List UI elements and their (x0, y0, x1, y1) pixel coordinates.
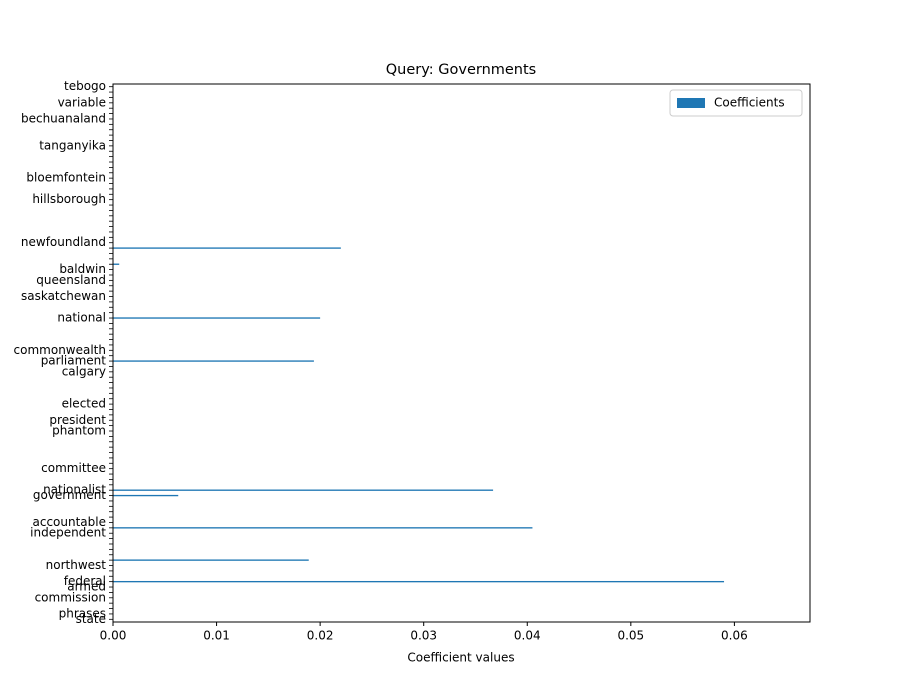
y-tick-label: accountable (33, 515, 107, 529)
y-tick-label: tebogo (64, 79, 106, 93)
y-tick-label: president (49, 413, 106, 427)
y-tick-label: commonwealth (14, 343, 106, 357)
legend-swatch (677, 98, 705, 108)
y-tick-label: independent (30, 526, 106, 540)
y-tick-label: elected (62, 397, 106, 411)
legend-box (669, 89, 803, 117)
x-tick-label: 0.06 (721, 629, 748, 643)
y-tick-label: saskatchewan (21, 289, 106, 303)
y-tick-label: phantom (52, 424, 106, 438)
bar (113, 489, 494, 491)
y-tick-label: variable (58, 95, 106, 109)
x-tick-label: 0.01 (203, 629, 230, 643)
bar (113, 527, 533, 529)
bar (113, 263, 120, 265)
bar (113, 360, 314, 362)
y-tick-label: parliament (41, 354, 107, 368)
bar (113, 494, 179, 497)
chart-title: Query: Governments (386, 62, 537, 78)
y-tick-label: state (76, 612, 106, 626)
x-tick-label: 0.03 (410, 629, 437, 643)
y-tick-label: armed (67, 580, 106, 594)
y-tick-label: northwest (46, 558, 107, 572)
y-tick-label: calgary (62, 364, 106, 378)
y-tick-label: federal (64, 574, 106, 588)
y-tick-label: bloemfontein (26, 171, 106, 185)
y-tick-label: bechuanaland (21, 111, 106, 125)
legend-label: Coefficients (714, 96, 785, 110)
x-tick-label: 0.02 (307, 629, 334, 643)
bar (113, 317, 321, 319)
x-axis-label: Coefficient values (407, 651, 514, 665)
y-tick-label: tanganyika (39, 138, 106, 152)
y-tick-label: committee (41, 461, 106, 475)
bar (113, 580, 725, 583)
y-tick-label: queensland (36, 273, 106, 287)
y-tick-label: phrases (59, 606, 106, 620)
bar (113, 559, 309, 561)
x-tick-label: 0.05 (617, 629, 644, 643)
plot-frame (112, 83, 811, 623)
x-tick-label: 0.00 (100, 629, 127, 643)
y-tick-label: commission (35, 590, 106, 604)
y-tick-label: hillsborough (32, 192, 106, 206)
y-tick-label: baldwin (59, 262, 106, 276)
y-tick-label: government (33, 488, 106, 502)
y-tick-label: newfoundland (21, 235, 106, 249)
bar (113, 247, 341, 249)
x-tick-label: 0.04 (514, 629, 541, 643)
y-tick-label: nationalist (43, 483, 106, 497)
y-tick-label: national (57, 311, 106, 325)
